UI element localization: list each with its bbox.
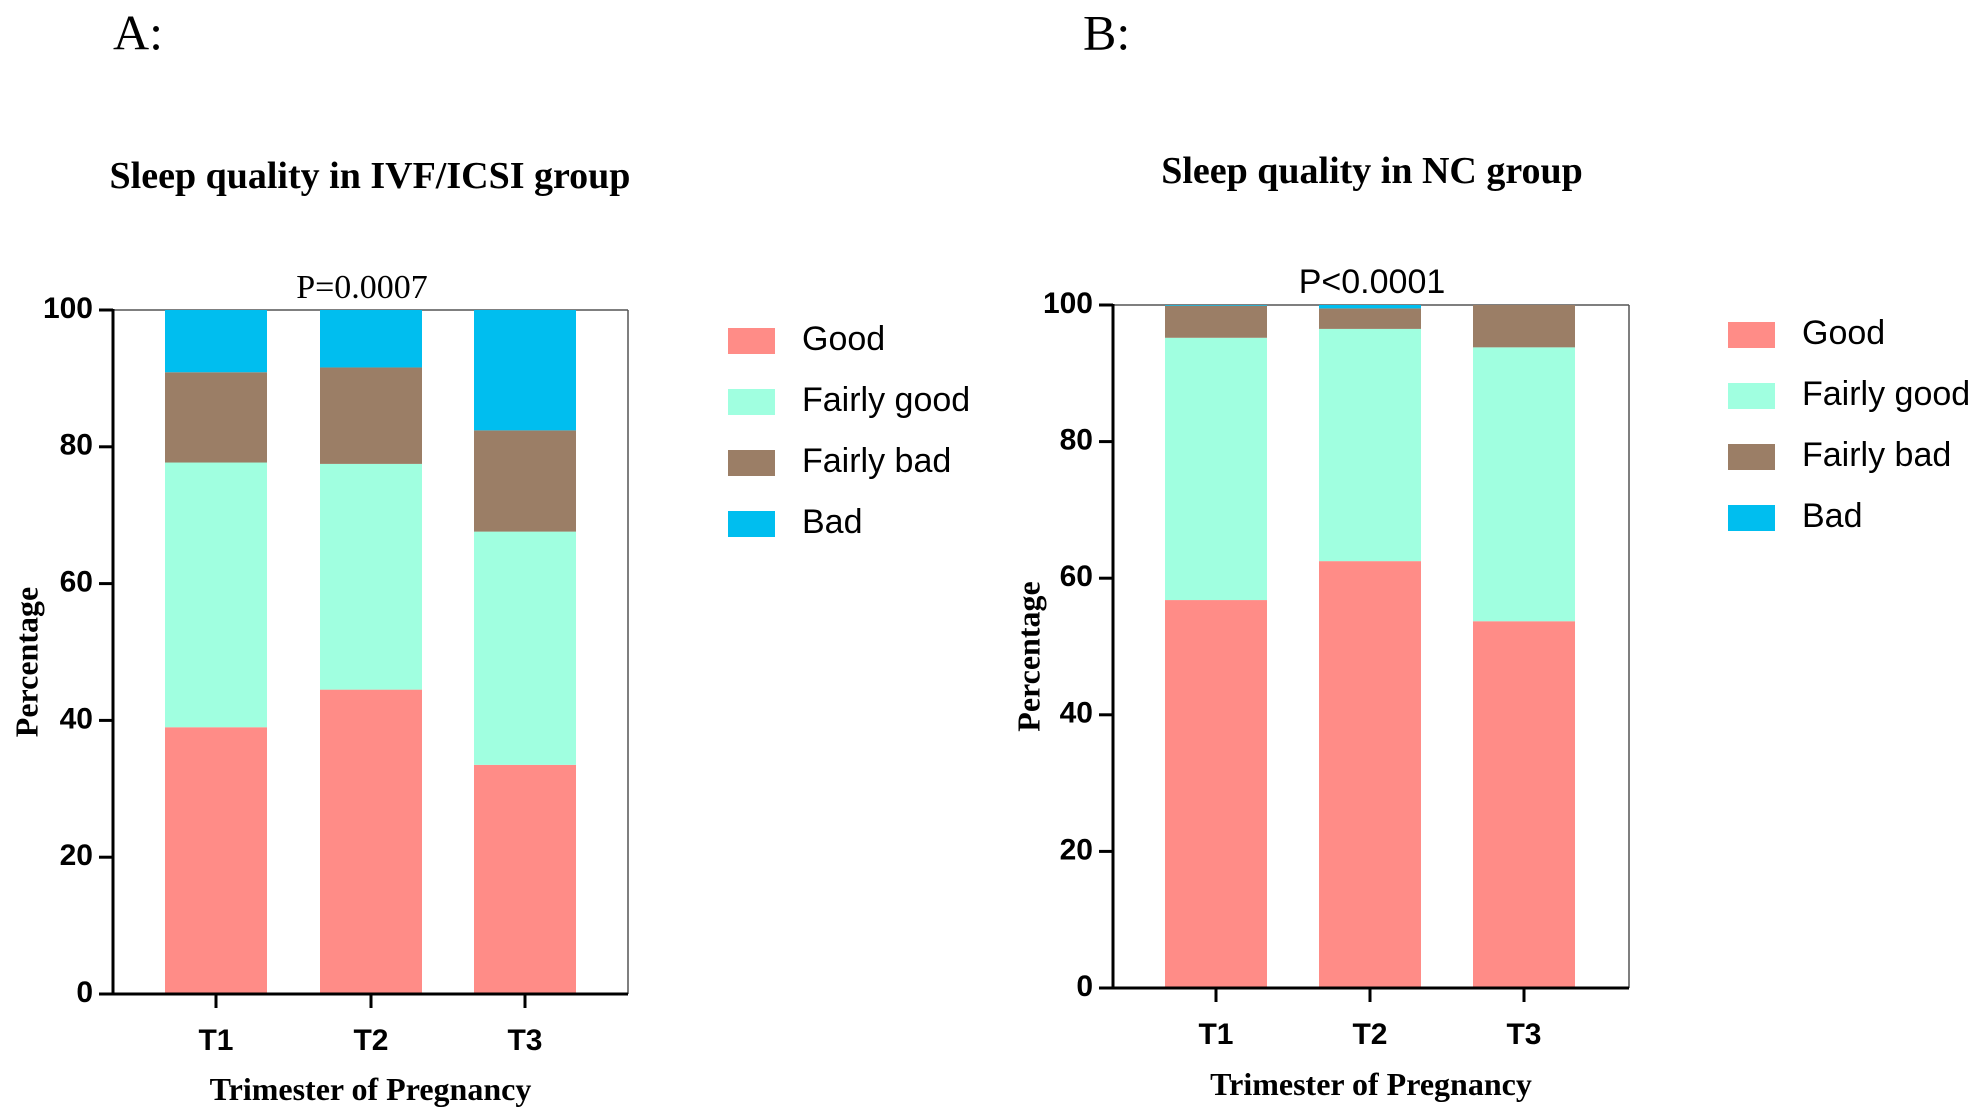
- bar-t3-fairly-bad: [1473, 305, 1575, 348]
- legend-label: Fairly good: [1802, 375, 1970, 413]
- bar-t2-bad: [1319, 305, 1421, 309]
- chart-panel-b: B: Sleep quality in NC group P<0.0001 0 20 40…: [1010, 4, 1970, 1102]
- bar-t3-good: [474, 764, 576, 994]
- legend-label: Good: [1802, 314, 1885, 352]
- x-tick-label: T3: [1506, 1018, 1541, 1051]
- bar-t1-good: [1165, 600, 1267, 988]
- y-tick-label: 20: [60, 839, 93, 872]
- y-tick-label: 80: [60, 429, 93, 462]
- legend-label: Fairly bad: [802, 442, 951, 480]
- y-tick-label: 40: [60, 702, 93, 735]
- bar-t2-good: [320, 689, 422, 994]
- legend: Good Fairly good Fairly bad Bad: [728, 320, 970, 541]
- legend-swatch: [1728, 322, 1775, 348]
- y-tick-label: 60: [60, 566, 93, 599]
- bar-t2-good: [1319, 561, 1421, 988]
- panel-label: B:: [1083, 4, 1130, 60]
- y-tick-label: 60: [1060, 560, 1093, 593]
- bar-t2-fairly-good: [320, 463, 422, 690]
- legend-label: Fairly bad: [1802, 436, 1951, 474]
- p-value-annotation: P=0.0007: [296, 269, 428, 306]
- legend-swatch: [728, 450, 775, 476]
- bar-t1-fairly-good: [1165, 337, 1267, 601]
- y-tick-label: 80: [1060, 424, 1093, 457]
- y-tick-label: 0: [1076, 970, 1093, 1003]
- x-tick-label: T3: [507, 1024, 542, 1057]
- x-axis-title: Trimester of Pregnancy: [210, 1071, 532, 1107]
- bar-t3-fairly-bad: [474, 430, 576, 532]
- bar-t3-fairly-good: [474, 531, 576, 765]
- bar-t1-bad: [165, 310, 267, 373]
- y-tick-label: 100: [1043, 287, 1093, 320]
- bar-t1-fairly-good: [165, 462, 267, 728]
- bar-t2-fairly-bad: [320, 367, 422, 464]
- bar-t2-fairly-bad: [1319, 308, 1421, 329]
- bar-t1-bad: [1165, 305, 1267, 306]
- y-tick-label: 40: [1060, 697, 1093, 730]
- legend-swatch: [728, 389, 775, 415]
- legend-label: Bad: [1802, 497, 1863, 535]
- legend-swatch: [728, 511, 775, 537]
- legend-label: Bad: [802, 503, 863, 541]
- x-tick-label: T1: [1198, 1018, 1233, 1051]
- x-tick-label: T2: [353, 1024, 388, 1057]
- legend-swatch: [1728, 383, 1775, 409]
- bar-t1-good: [165, 727, 267, 994]
- x-tick-label: T1: [198, 1024, 233, 1057]
- legend-swatch: [1728, 505, 1775, 531]
- y-tick-label: 100: [43, 292, 93, 325]
- chart-panel-a: A: Sleep quality in IVF/ICSI group P=0.000…: [8, 4, 970, 1107]
- x-axis-title: Trimester of Pregnancy: [1210, 1066, 1532, 1102]
- p-value-annotation: P<0.0001: [1299, 263, 1446, 301]
- y-tick-label: 0: [76, 976, 93, 1009]
- legend-label: Fairly good: [802, 381, 970, 419]
- y-axis-title: Percentage: [8, 587, 44, 737]
- bar-t1-fairly-bad: [1165, 305, 1267, 338]
- chart-title: Sleep quality in NC group: [1161, 150, 1583, 192]
- bar-t3-good: [1473, 621, 1575, 988]
- bar-t1-fairly-bad: [165, 372, 267, 463]
- bar-t2-bad: [320, 310, 422, 368]
- x-tick-label: T2: [1352, 1018, 1387, 1051]
- chart-title: Sleep quality in IVF/ICSI group: [110, 155, 631, 197]
- y-axis-title: Percentage: [1010, 581, 1046, 731]
- legend-label: Good: [802, 320, 885, 358]
- bar-t2-fairly-good: [1319, 328, 1421, 562]
- bar-t3-fairly-good: [1473, 347, 1575, 622]
- panel-label: A:: [113, 4, 163, 60]
- legend-swatch: [1728, 444, 1775, 470]
- bar-t3-bad: [474, 310, 576, 431]
- y-tick-label: 20: [1060, 833, 1093, 866]
- legend: Good Fairly good Fairly bad Bad: [1728, 314, 1970, 535]
- legend-swatch: [728, 328, 775, 354]
